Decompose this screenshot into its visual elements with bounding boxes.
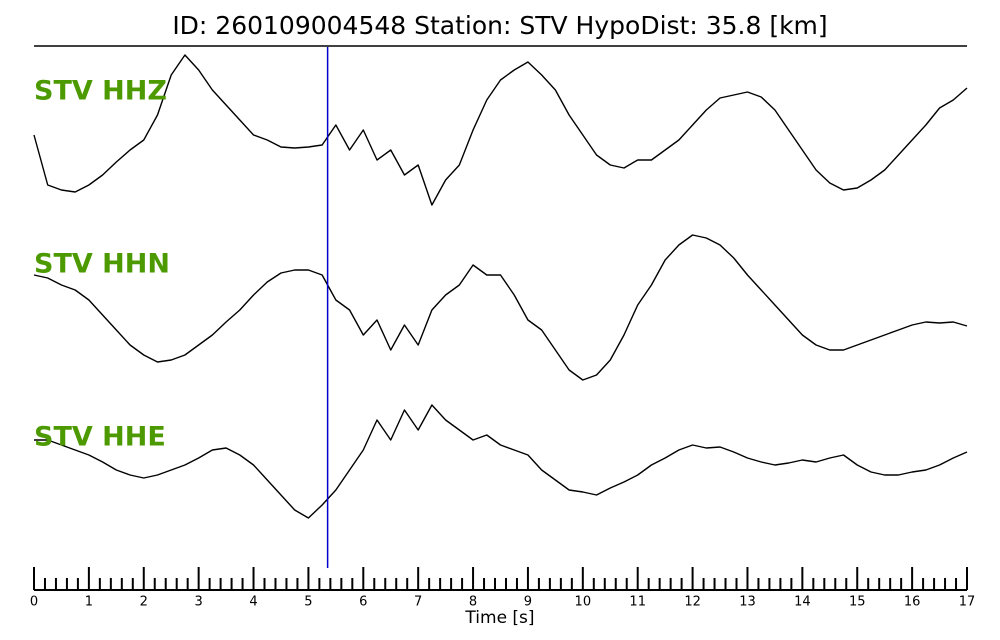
x-tick-label: 2 xyxy=(140,595,148,610)
x-tick-label: 10 xyxy=(575,595,592,610)
x-tick-label: 1 xyxy=(85,595,93,610)
x-tick-label: 15 xyxy=(849,595,866,610)
x-tick-label: 14 xyxy=(794,595,811,610)
x-tick-label: 11 xyxy=(629,595,646,610)
x-tick-label: 16 xyxy=(904,595,921,610)
x-tick-label: 9 xyxy=(524,595,532,610)
trace xyxy=(33,234,968,381)
x-tick-label: 17 xyxy=(959,595,976,610)
x-tick-label: 6 xyxy=(359,595,367,610)
x-tick-label: 3 xyxy=(195,595,203,610)
x-axis-label: Time [s] xyxy=(464,608,534,628)
trace-label: STV HHE xyxy=(34,422,166,453)
chart-title: ID: 260109004548 Station: STV HypoDist: … xyxy=(172,11,827,40)
x-tick-label: 5 xyxy=(304,595,312,610)
x-tick-label: 8 xyxy=(469,595,477,610)
x-tick-label: 0 xyxy=(30,595,38,610)
x-tick-label: 13 xyxy=(739,595,756,610)
trace-label: STV HHZ xyxy=(34,76,167,107)
x-tick-label: 12 xyxy=(684,595,701,610)
trace xyxy=(34,404,968,519)
trace xyxy=(33,54,968,206)
trace-label: STV HHN xyxy=(34,249,170,280)
x-tick-label: 7 xyxy=(414,595,422,610)
x-tick-label: 4 xyxy=(249,595,257,610)
